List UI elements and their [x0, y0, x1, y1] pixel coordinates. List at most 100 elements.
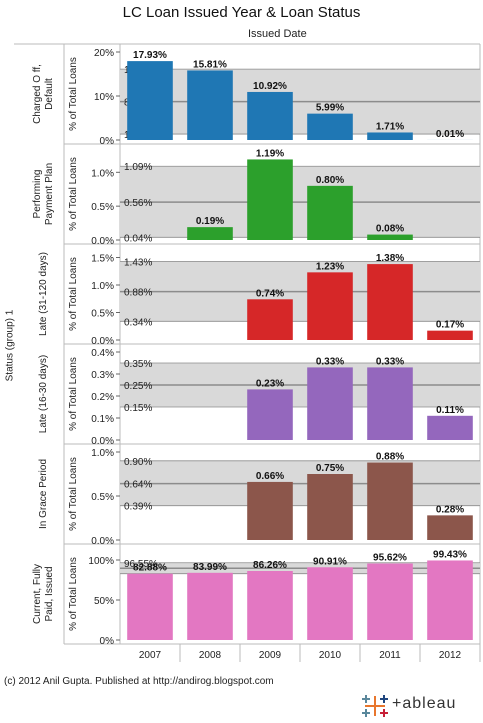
data-label: 15.81% [193, 59, 227, 70]
category-label: 2009 [259, 650, 282, 661]
category-label: 2007 [139, 650, 162, 661]
reference-label: 1.43% [124, 257, 152, 268]
data-label: 0.17% [436, 320, 464, 331]
status-label: Late (31-120 days) [38, 252, 49, 336]
data-label: 0.75% [316, 463, 344, 474]
bar [307, 272, 353, 340]
data-label: 90.91% [313, 556, 347, 567]
status-label: Current, Fully [32, 564, 43, 624]
bar [247, 159, 293, 240]
reference-label: 0.56% [124, 198, 152, 209]
data-label: 0.80% [316, 175, 344, 186]
tick-label: 1.0% [91, 281, 114, 292]
bar [427, 330, 473, 340]
data-label: 83.99% [193, 562, 227, 573]
bar [247, 481, 293, 540]
data-label: 86.26% [253, 560, 287, 571]
data-label: 0.33% [376, 356, 404, 367]
tick-label: 0.0% [91, 436, 114, 447]
status-label: Default [44, 78, 55, 110]
reference-label: 96.55% [124, 559, 158, 570]
tableau-wordmark: +ableau [392, 695, 457, 712]
bar [367, 367, 413, 440]
tick-label: 1.0% [91, 448, 114, 459]
bar [427, 560, 473, 640]
column-header: Issued Date [248, 28, 307, 40]
tick-label: 0.0% [91, 336, 114, 347]
bar [367, 234, 413, 240]
data-label: 0.19% [196, 216, 224, 227]
reference-label: 0.15% [124, 403, 152, 414]
bar [427, 415, 473, 440]
tick-label: 0.0% [91, 536, 114, 547]
bar [247, 389, 293, 440]
reference-label: 0.35% [124, 359, 152, 370]
axis-label: % of Total Loans [68, 157, 79, 231]
axis-label: % of Total Loans [68, 457, 79, 531]
tick-label: 100% [88, 556, 114, 567]
data-label: 0.01% [436, 129, 464, 140]
data-label: 0.28% [436, 504, 464, 515]
data-label: 0.33% [316, 356, 344, 367]
bar [307, 185, 353, 240]
axis-label: % of Total Loans [68, 357, 79, 431]
status-label: Performing [32, 170, 43, 219]
data-label: 1.19% [256, 148, 284, 159]
bar [127, 573, 173, 640]
data-label: 0.23% [256, 378, 284, 389]
tick-label: 0.1% [91, 414, 114, 425]
bar [247, 299, 293, 340]
reference-label: 0.04% [124, 233, 152, 244]
tick-label: 0% [100, 636, 115, 647]
reference-label: 0.64% [124, 480, 152, 491]
reference-label: 0.39% [124, 502, 152, 513]
reference-label: 0.90% [124, 457, 152, 468]
tick-label: 20% [94, 48, 114, 59]
data-label: 1.71% [376, 121, 404, 132]
data-label: 0.11% [436, 405, 464, 416]
tick-label: 50% [94, 596, 114, 607]
status-label: In Grace Period [38, 459, 49, 529]
tick-label: 0.5% [91, 309, 114, 320]
data-label: 5.99% [316, 103, 344, 114]
tick-label: 0% [100, 136, 115, 147]
reference-label: 0.34% [124, 317, 152, 328]
bar [247, 570, 293, 640]
bar [247, 91, 293, 140]
tableau-logo: +ableau [360, 692, 480, 720]
reference-label: 1.09% [124, 162, 152, 173]
tick-label: 0.5% [91, 492, 114, 503]
bar [307, 367, 353, 440]
bar [367, 132, 413, 140]
bar [367, 462, 413, 540]
data-label: 10.92% [253, 81, 287, 92]
tick-label: 10% [94, 92, 114, 103]
data-label: 82.88% [133, 563, 167, 574]
tick-label: 1.0% [91, 168, 114, 179]
category-label: 2008 [199, 650, 222, 661]
category-label: 2010 [319, 650, 342, 661]
data-label: 95.62% [373, 553, 407, 564]
tick-label: 0.4% [91, 348, 114, 359]
bar [427, 515, 473, 540]
chart-title: LC Loan Issued Year & Loan Status [122, 4, 361, 21]
bar [367, 563, 413, 640]
footer-credit: (c) 2012 Anil Gupta. Published at http:/… [4, 676, 274, 687]
tick-label: 1.5% [91, 254, 114, 265]
bar [187, 70, 233, 140]
bar [187, 572, 233, 640]
tick-label: 0.3% [91, 370, 114, 381]
tableau-cross-icon [362, 695, 388, 717]
reference-label: 0.25% [124, 381, 152, 392]
reference-label: 0.88% [124, 288, 152, 299]
bar [187, 227, 233, 240]
bar [127, 61, 173, 140]
tick-label: 0.5% [91, 202, 114, 213]
data-label: 0.88% [376, 452, 404, 463]
status-label: Paid, Issued [44, 566, 55, 621]
tick-label: 0.0% [91, 236, 114, 247]
data-label: 1.23% [316, 261, 344, 272]
category-label: 2012 [439, 650, 462, 661]
data-label: 0.08% [376, 224, 404, 235]
axis-label: % of Total Loans [68, 57, 79, 131]
